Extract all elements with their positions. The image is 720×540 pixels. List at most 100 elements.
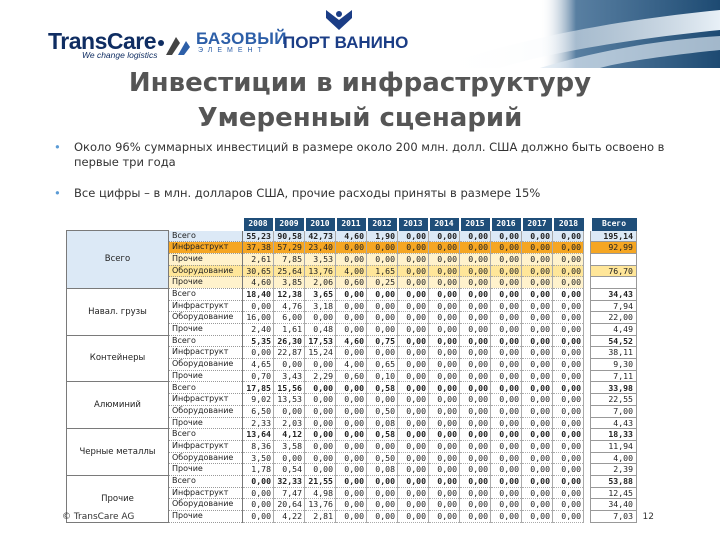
value-cell: 15,24 bbox=[304, 346, 336, 360]
row-label: Прочие bbox=[168, 510, 243, 523]
value-cell: 0,00 bbox=[459, 335, 491, 348]
value-cell: 0,00 bbox=[428, 440, 460, 453]
value-cell: 3,85 bbox=[273, 276, 305, 289]
row-label: Оборудование bbox=[168, 405, 243, 418]
value-cell: 0,00 bbox=[459, 498, 491, 511]
value-cell: 0,60 bbox=[335, 276, 367, 289]
row-gap bbox=[584, 312, 591, 324]
value-cell: 0,00 bbox=[335, 417, 367, 430]
row-gap bbox=[584, 359, 591, 371]
value-cell: 0,00 bbox=[335, 300, 367, 313]
value-cell: 0,48 bbox=[304, 323, 336, 336]
value-cell: 0,00 bbox=[273, 452, 305, 465]
value-cell: 0,00 bbox=[428, 498, 460, 511]
value-cell: 0,00 bbox=[366, 311, 398, 324]
value-cell: 0,00 bbox=[552, 463, 584, 476]
table-row: Алюминий Всего 17,85 15,56 0,00 0,00 0,58 0,00 0… bbox=[66, 381, 637, 430]
value-cell: 0,00 bbox=[521, 393, 553, 406]
table-row: Оборудование 30,65 25,64 13,76 4,00 1,65 0,00 0… bbox=[67, 265, 637, 278]
total-cell: 9,30 bbox=[590, 358, 637, 371]
table-row: Оборудование 4,65 0,00 0,00 4,00 0,65 0,00 0,00… bbox=[67, 358, 637, 371]
total-cell: 195,14 bbox=[590, 230, 637, 243]
total-cell: 4,43 bbox=[590, 417, 637, 430]
year-header: 2008 bbox=[241, 218, 274, 231]
value-cell: 0,00 bbox=[521, 417, 553, 430]
value-cell: 0,00 bbox=[490, 241, 522, 254]
value-cell: 1,61 bbox=[273, 323, 305, 336]
header-banner: TransCare We change logistics БАЗОВЫЙ ЭЛ… bbox=[0, 0, 720, 68]
row-gap bbox=[584, 429, 591, 441]
value-cell: 0,00 bbox=[428, 323, 460, 336]
value-cell: 17,85 bbox=[242, 381, 274, 395]
value-cell: 0,00 bbox=[459, 440, 491, 453]
value-cell: 5,35 bbox=[242, 335, 274, 348]
value-cell: 0,00 bbox=[428, 288, 460, 301]
value-cell: 2,03 bbox=[273, 417, 305, 430]
value-cell: 0,00 bbox=[490, 405, 522, 418]
value-cell: 0,00 bbox=[521, 452, 553, 465]
value-cell: 0,00 bbox=[490, 417, 522, 430]
row-gap bbox=[584, 242, 591, 254]
value-cell: 0,00 bbox=[397, 428, 429, 441]
row-label: Оборудование bbox=[168, 311, 243, 324]
value-cell: 0,00 bbox=[490, 452, 522, 465]
value-cell: 0,00 bbox=[459, 452, 491, 465]
value-cell: 0,00 bbox=[459, 230, 491, 243]
total-cell: 4,00 bbox=[590, 452, 637, 465]
table-row: Прочие 0,70 3,43 2,29 0,60 0,10 0,00 0,00 0,00 0,… bbox=[67, 370, 637, 383]
group-label: Прочие bbox=[66, 474, 169, 523]
value-cell: 0,00 bbox=[521, 475, 553, 488]
value-cell: 0,00 bbox=[397, 346, 429, 360]
value-cell: 0,00 bbox=[521, 428, 553, 441]
row-gap bbox=[584, 370, 591, 382]
value-cell: 0,00 bbox=[428, 417, 460, 430]
value-cell: 0,00 bbox=[552, 230, 584, 243]
bullet-item: • Все цифры – в млн. долларов США, прочие… bbox=[40, 186, 680, 201]
value-cell: 0,00 bbox=[552, 346, 584, 360]
row-gap bbox=[584, 511, 591, 523]
total-cell: 22,00 bbox=[590, 311, 637, 324]
value-cell: 0,00 bbox=[366, 288, 398, 301]
value-cell: 57,29 bbox=[273, 241, 305, 254]
value-cell: 0,00 bbox=[459, 381, 491, 395]
value-cell: 0,00 bbox=[428, 381, 460, 395]
value-cell: 0,00 bbox=[335, 498, 367, 511]
value-cell: 0,00 bbox=[552, 265, 584, 278]
value-cell: 0,00 bbox=[490, 288, 522, 301]
value-cell: 0,00 bbox=[335, 440, 367, 453]
row-gap bbox=[584, 265, 591, 277]
value-cell: 0,00 bbox=[459, 510, 491, 523]
value-cell: 0,00 bbox=[459, 463, 491, 476]
value-cell: 0,00 bbox=[521, 230, 553, 243]
value-cell: 3,18 bbox=[304, 300, 336, 313]
value-cell: 0,00 bbox=[335, 428, 367, 441]
value-cell: 0,00 bbox=[335, 311, 367, 324]
total-header: Всего bbox=[589, 218, 637, 231]
row-label: Всего bbox=[168, 230, 243, 243]
value-cell: 0,00 bbox=[397, 230, 429, 243]
table-row: Контейнеры Всего 5,35 26,30 17,53 4,60 0,75 0,0… bbox=[66, 334, 637, 383]
row-label: Прочие bbox=[168, 323, 243, 336]
value-cell: 7,47 bbox=[273, 487, 305, 500]
value-cell: 6,50 bbox=[242, 405, 274, 418]
value-cell: 0,00 bbox=[335, 381, 367, 395]
value-cell: 6,00 bbox=[273, 311, 305, 324]
total-cell: 38,11 bbox=[590, 346, 637, 360]
investment-table: 2008 2009 2010 2011 2012 2013 2014 2015 2016 2017… bbox=[66, 218, 637, 523]
value-cell: 0,00 bbox=[521, 288, 553, 301]
row-label: Прочие bbox=[168, 253, 243, 266]
value-cell: 0,00 bbox=[459, 393, 491, 406]
row-label: Прочие bbox=[168, 463, 243, 476]
value-cell: 0,00 bbox=[459, 346, 491, 360]
value-cell: 0,00 bbox=[397, 253, 429, 266]
value-cell: 0,00 bbox=[304, 393, 336, 406]
value-cell: 3,53 bbox=[304, 253, 336, 266]
value-cell: 0,00 bbox=[397, 417, 429, 430]
value-cell: 2,33 bbox=[242, 417, 274, 430]
value-cell: 37,38 bbox=[242, 241, 274, 254]
table-row: Инфраструкт 0,00 22,87 15,24 0,00 0,00 0,00 0,0… bbox=[67, 346, 637, 360]
value-cell: 4,60 bbox=[335, 335, 367, 348]
value-cell: 0,00 bbox=[335, 393, 367, 406]
value-cell: 0,00 bbox=[552, 428, 584, 441]
table-row: Инфраструкт 0,00 4,76 3,18 0,00 0,00 0,00 0,00 0… bbox=[67, 300, 637, 313]
